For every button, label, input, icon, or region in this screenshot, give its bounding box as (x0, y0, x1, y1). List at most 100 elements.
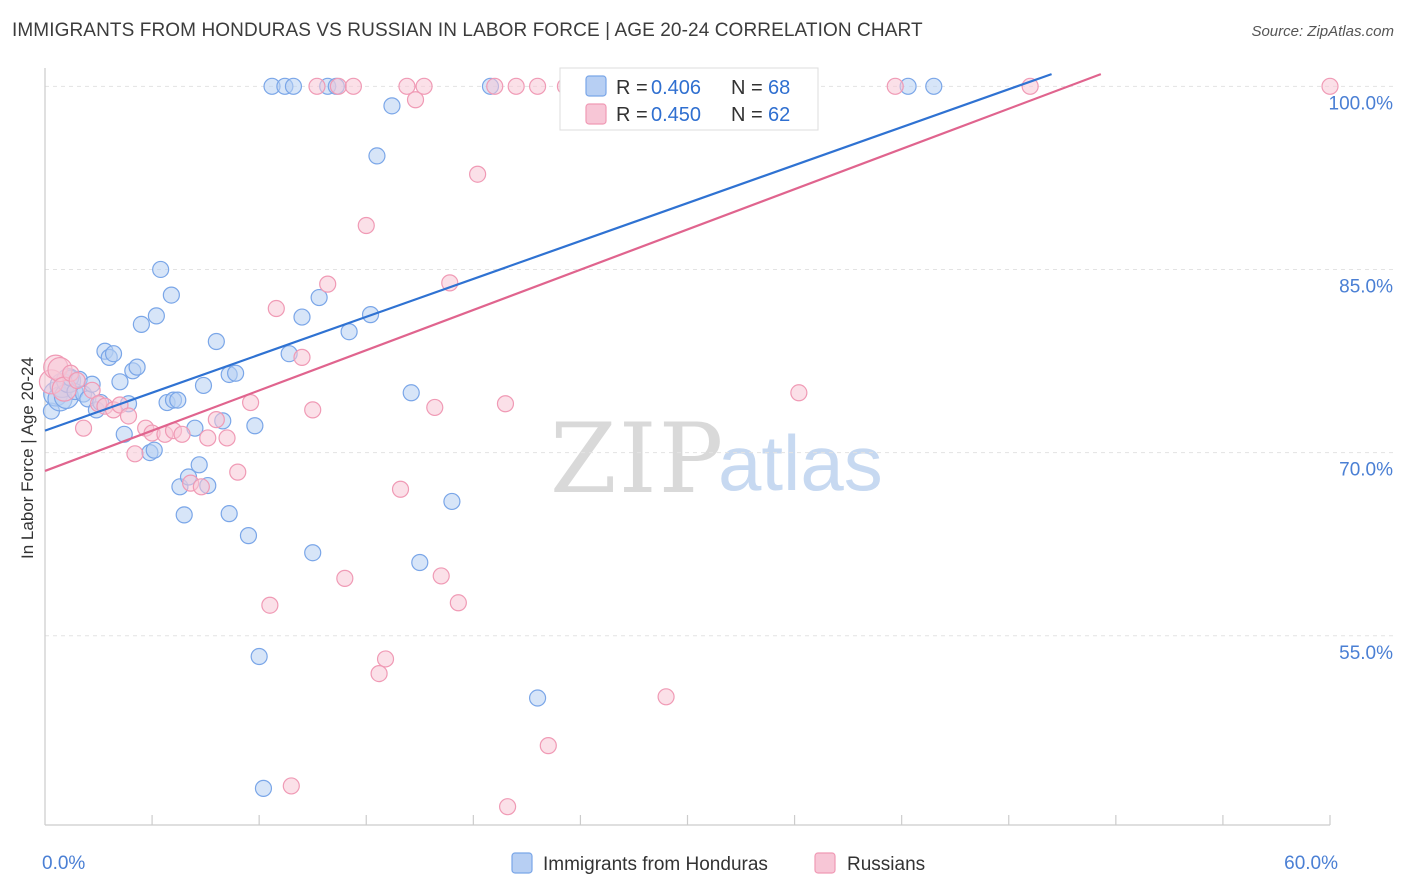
point-honduras (111, 373, 129, 391)
y-tick-label: 100.0% (1329, 93, 1394, 114)
point-honduras (152, 260, 170, 279)
point-russians (329, 77, 348, 95)
point-russians (415, 77, 433, 95)
x-tick-labels: 0.0% 60.0% (42, 853, 1338, 874)
point-russians (391, 480, 410, 498)
point-russians (192, 478, 210, 496)
point-honduras (411, 553, 429, 572)
point-russians (528, 77, 547, 95)
point-honduras (293, 308, 311, 326)
point-russians (398, 77, 416, 95)
point-honduras (528, 689, 547, 707)
point-honduras (443, 492, 461, 511)
watermark-atlas: atlas (718, 419, 883, 507)
point-russians (432, 567, 450, 585)
point-honduras (147, 307, 165, 325)
chart-title: IMMIGRANTS FROM HONDURAS VS RUSSIAN IN L… (12, 20, 923, 41)
point-honduras (254, 779, 273, 797)
point-honduras (250, 647, 268, 666)
point-russians (282, 777, 300, 795)
point-honduras (284, 77, 303, 95)
legend-n-value-1: 62 (768, 104, 790, 126)
trend-line-russians (44, 73, 1102, 472)
point-honduras (220, 505, 238, 523)
point-honduras (925, 77, 943, 95)
point-russians (74, 419, 93, 437)
legend-swatch-honduras (585, 75, 607, 97)
series-legend-label-honduras: Immigrants from Honduras (543, 854, 768, 875)
y-axis-label: In Labor Force | Age 20-24 (18, 357, 37, 559)
point-russians (357, 216, 375, 235)
series-legend: Immigrants from Honduras Russians (511, 852, 925, 875)
point-honduras (104, 345, 123, 363)
point-honduras (132, 315, 150, 334)
legend-n-label-0: N = (731, 77, 763, 99)
point-russians (790, 384, 808, 402)
point-russians (229, 463, 247, 481)
point-honduras (402, 384, 420, 402)
y-tick-label: 85.0% (1339, 276, 1393, 297)
point-honduras (340, 323, 358, 341)
point-honduras (194, 376, 213, 395)
point-russians (1321, 77, 1339, 95)
point-honduras (368, 147, 386, 165)
y-tick-labels: 100.0% 85.0% 70.0% 55.0% (1329, 93, 1394, 663)
y-tick-label: 55.0% (1339, 643, 1393, 664)
source-label: Source: ZipAtlas.com (1251, 23, 1394, 40)
point-russians (119, 407, 138, 425)
point-honduras (246, 417, 264, 435)
point-honduras (175, 506, 193, 524)
legend-n-value-0: 68 (768, 77, 790, 99)
point-honduras (239, 527, 258, 545)
legend-r-value-0: 0.406 (651, 77, 701, 99)
x-tick-label: 0.0% (42, 853, 85, 874)
point-russians (308, 77, 326, 95)
point-russians (261, 596, 279, 614)
stats-legend: R = 0.406 N = 68 R = 0.450 N = 62 (559, 67, 819, 131)
point-russians (242, 393, 260, 412)
point-russians (319, 275, 337, 293)
point-russians (507, 77, 525, 95)
point-russians (199, 429, 217, 447)
trend-lines (44, 73, 1102, 472)
series-legend-swatch-russians (814, 852, 836, 874)
point-russians (304, 401, 322, 419)
point-russians (886, 77, 904, 95)
point-russians (657, 688, 675, 706)
point-russians (293, 348, 311, 366)
point-russians (207, 411, 225, 429)
x-axis-ticks (151, 815, 1331, 825)
point-honduras (190, 456, 208, 474)
y-tick-label: 70.0% (1339, 460, 1393, 481)
gridlines (45, 85, 1395, 637)
point-russians (449, 594, 467, 612)
point-russians (486, 77, 504, 95)
legend-swatch-russians (585, 103, 607, 125)
point-russians (173, 425, 191, 443)
point-honduras (304, 544, 322, 562)
trend-line-honduras (44, 73, 1052, 432)
point-honduras (227, 364, 245, 382)
legend-n-label-1: N = (731, 104, 763, 126)
x-tick-label: 60.0% (1284, 853, 1338, 874)
point-russians (218, 429, 236, 447)
point-russians (426, 398, 444, 417)
point-russians (68, 371, 86, 390)
point-russians (539, 737, 557, 755)
point-russians (406, 91, 425, 109)
point-russians (267, 299, 285, 318)
point-honduras (162, 286, 180, 304)
legend-r-value-1: 0.450 (651, 104, 701, 126)
watermark-zip: ZIP (550, 403, 725, 515)
series-legend-swatch-honduras (511, 852, 533, 874)
point-honduras (169, 391, 187, 409)
point-honduras (145, 441, 163, 459)
point-russians (376, 650, 395, 668)
point-russians (499, 798, 517, 816)
point-russians (336, 569, 354, 587)
point-honduras (383, 97, 401, 115)
point-russians (469, 165, 487, 183)
legend-r-label-1: R = (616, 104, 648, 126)
series-legend-label-russians: Russians (847, 854, 925, 875)
